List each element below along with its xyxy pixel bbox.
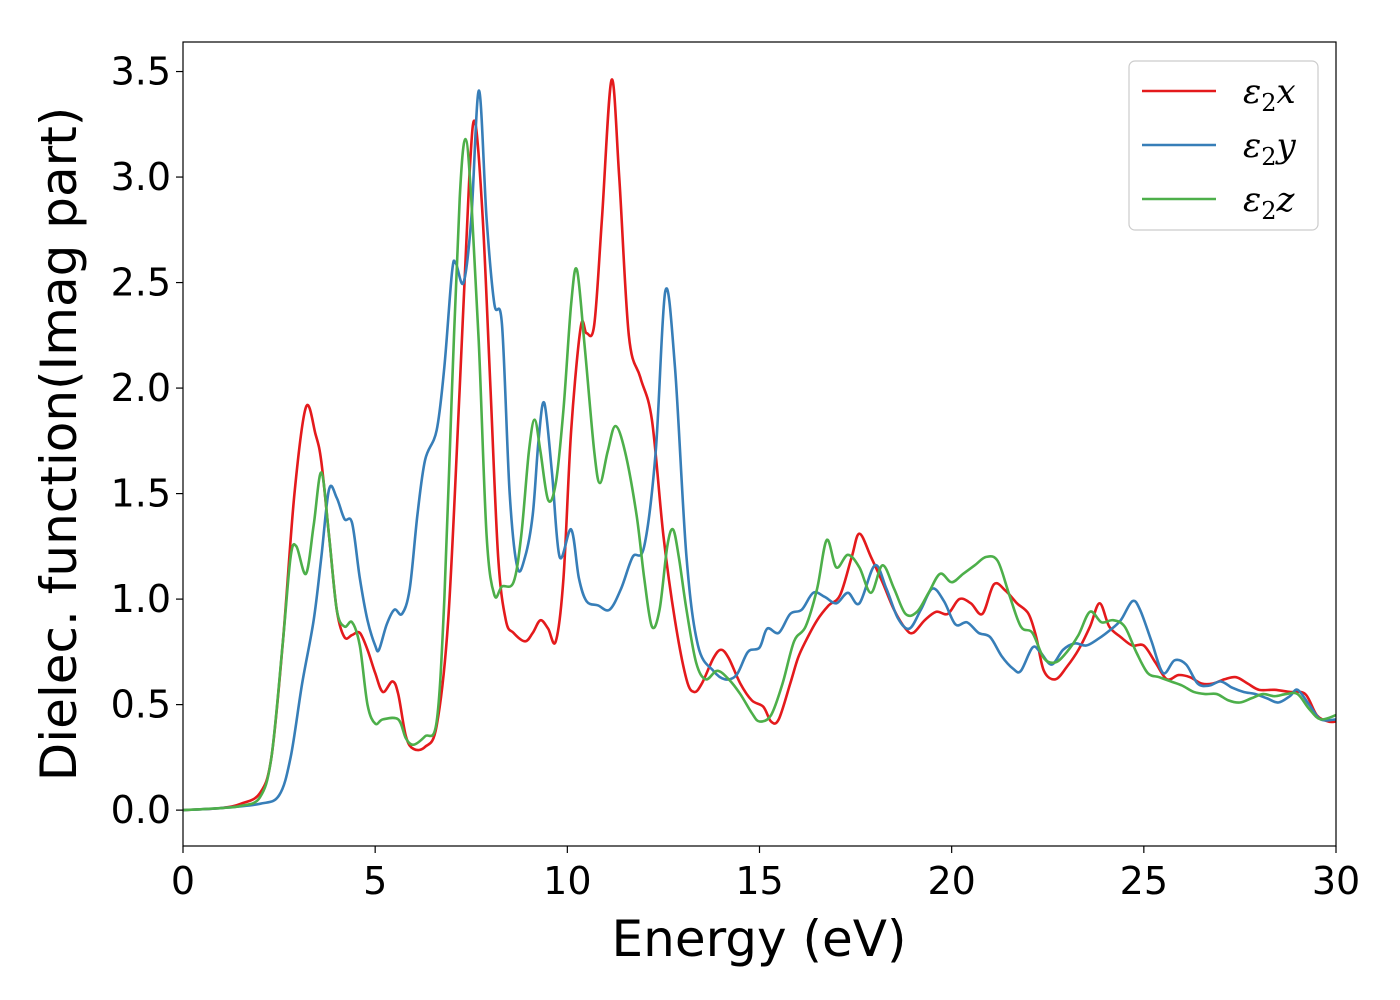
x-tick-label: 10 <box>543 859 591 903</box>
series-layer <box>183 78 1336 812</box>
legend-label-z: ε2z <box>1243 180 1296 225</box>
y-tick-label: 0.0 <box>111 788 171 832</box>
series-line-y <box>183 89 1336 812</box>
x-tick-label: 5 <box>363 859 387 903</box>
y-tick-label: 1.5 <box>111 472 171 516</box>
x-tick-label: 30 <box>1312 859 1360 903</box>
x-tick-label: 20 <box>927 859 975 903</box>
y-tick-label: 1.0 <box>111 577 171 621</box>
legend-label-y: ε2y <box>1243 126 1297 171</box>
legend-label-x: ε2x <box>1243 72 1296 117</box>
y-tick-label: 3.0 <box>111 155 171 199</box>
x-tick-label: 0 <box>171 859 195 903</box>
y-axis-ticks: 0.0 0.5 1.0 1.5 2.0 2.5 3.0 3.5 <box>111 50 183 832</box>
legend: ε2x ε2y ε2z <box>1128 60 1319 231</box>
y-tick-label: 2.0 <box>111 366 171 410</box>
x-tick-label: 15 <box>735 859 783 903</box>
x-tick-label: 25 <box>1120 859 1168 903</box>
x-axis-ticks: 0 5 10 15 20 25 30 <box>171 846 1360 903</box>
x-axis-title: Energy (eV) <box>612 910 907 968</box>
y-tick-label: 3.5 <box>111 50 171 94</box>
series-line-z <box>183 137 1336 812</box>
y-tick-label: 0.5 <box>111 683 171 727</box>
y-axis-title: Dielec. function(Imag part) <box>30 107 88 782</box>
series-line-x <box>183 78 1336 812</box>
y-tick-label: 2.5 <box>111 261 171 305</box>
legend-box <box>1128 60 1319 231</box>
